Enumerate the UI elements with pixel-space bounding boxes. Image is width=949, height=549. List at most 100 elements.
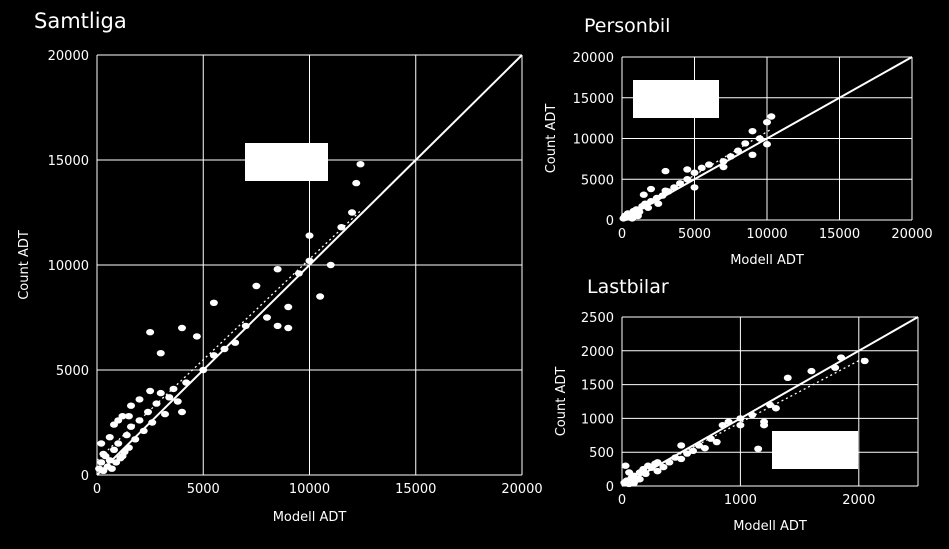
y-tick-label: 2000 (581, 345, 614, 360)
y-axis-label: Count ADT (544, 104, 559, 174)
trend-line (96, 210, 361, 461)
x-tick-label: 0 (618, 227, 626, 242)
data-point (653, 467, 662, 475)
y-axis-label: Count ADT (554, 367, 569, 437)
data-point (754, 445, 763, 453)
data-point (284, 303, 293, 311)
reference-line (621, 316, 919, 487)
x-tick-label: 2000 (842, 493, 875, 508)
data-point (124, 413, 133, 420)
x-tick-label: 5000 (678, 227, 711, 242)
y-tick-label: 2500 (581, 311, 614, 326)
x-tick-label: 5000 (187, 482, 220, 497)
y-tick-label: 15000 (573, 92, 614, 107)
data-point (156, 350, 165, 357)
data-point (122, 431, 131, 439)
annotation-box (633, 80, 719, 118)
x-axis-label: Modell ADT (730, 253, 804, 268)
annotation-box (245, 143, 328, 181)
panel-personbil: Personbil 0 5000 10000 15000 20000 0 5000 10000 1… (544, 15, 933, 268)
y-tick-label: 1500 (581, 379, 614, 394)
data-point (127, 402, 135, 409)
data-point (107, 465, 116, 472)
trend-line (621, 128, 772, 220)
data-point (741, 140, 750, 147)
data-point (326, 261, 335, 269)
x-tick-label: 10000 (289, 482, 330, 497)
data-point (690, 184, 699, 191)
data-point (621, 462, 630, 469)
data-point (654, 200, 663, 207)
y-tick-label: 5000 (581, 173, 614, 188)
y-tick-label: 500 (589, 446, 614, 461)
data-point (169, 385, 178, 393)
data-point (760, 421, 769, 429)
data-point (639, 191, 648, 198)
data-point (241, 322, 250, 330)
y-tick-label: 20000 (48, 49, 89, 64)
data-point (625, 469, 634, 476)
data-point (348, 209, 356, 216)
data-point (131, 436, 140, 443)
data-point (677, 442, 686, 449)
y-tick-label: 0 (606, 214, 614, 229)
data-point (748, 151, 757, 158)
data-point (148, 419, 157, 426)
panel-samtliga: Samtliga 0 5000 10000 15000 20000 0 5000 10000 15… (17, 9, 543, 525)
reference-line (96, 54, 523, 476)
y-tick-label: 1000 (581, 412, 614, 427)
data-point (719, 163, 728, 171)
y-axis-label: Count ADT (17, 230, 32, 300)
data-point (705, 161, 713, 168)
y-tick-label: 20000 (573, 51, 614, 66)
chart-title: Lastbilar (587, 276, 669, 298)
data-point (178, 408, 186, 416)
data-point (697, 164, 706, 172)
data-point (178, 324, 186, 332)
data-point (659, 463, 668, 471)
reference-line (621, 56, 913, 221)
data-point (783, 374, 792, 382)
data-point (647, 185, 655, 193)
x-tick-label: 1000 (724, 493, 757, 508)
data-point (689, 447, 698, 455)
data-point (629, 480, 638, 487)
data-point (755, 135, 764, 142)
x-tick-label: 10000 (746, 227, 787, 242)
data-point (165, 394, 174, 401)
data-point (146, 387, 155, 395)
data-point (356, 161, 365, 168)
x-tick-label: 20000 (501, 482, 542, 497)
data-point (105, 457, 114, 464)
chart-title: Samtliga (34, 9, 127, 33)
data-point (683, 166, 692, 173)
x-tick-label: 0 (618, 493, 626, 508)
data-point (161, 410, 169, 418)
data-point (748, 127, 757, 135)
data-point (110, 446, 118, 453)
data-point (209, 299, 218, 306)
x-axis-label: Modell ADT (733, 519, 807, 534)
y-tick-label: 5000 (56, 364, 89, 379)
data-point (763, 119, 771, 126)
data-point (139, 427, 148, 435)
data-point (352, 179, 361, 187)
data-point (263, 314, 271, 321)
data-point (767, 113, 776, 120)
data-point (700, 444, 709, 452)
trend-line (621, 356, 866, 485)
x-tick-label: 0 (93, 482, 101, 497)
data-point (110, 421, 118, 428)
data-point (273, 322, 282, 330)
data-point (173, 398, 182, 405)
data-point (305, 232, 314, 239)
data-point (736, 421, 745, 429)
data-point (252, 282, 261, 290)
x-tick-label: 15000 (819, 227, 860, 242)
data-point (284, 324, 293, 332)
data-point (97, 440, 106, 447)
data-point (192, 333, 201, 340)
data-point (294, 270, 303, 277)
data-point (135, 396, 144, 403)
